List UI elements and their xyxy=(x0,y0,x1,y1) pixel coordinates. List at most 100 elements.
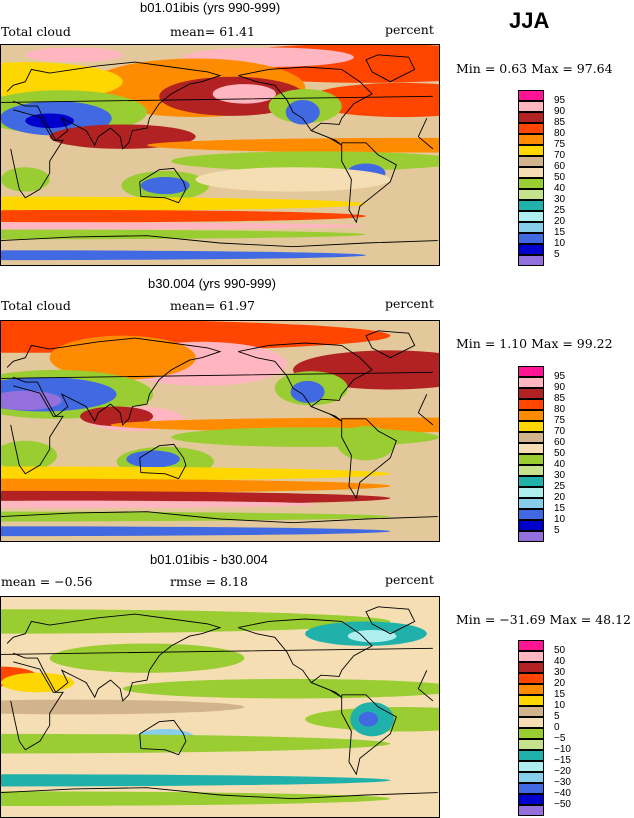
legend-label: 70 xyxy=(554,426,566,437)
panel2-title: b30.004 (yrs 990-999) xyxy=(148,276,276,291)
legend-label: 5 xyxy=(554,711,560,722)
legend-swatch xyxy=(518,728,544,739)
legend-swatch xyxy=(518,662,544,673)
panel2-minmax: Min = 1.10 Max = 99.22 xyxy=(456,336,613,351)
legend-label: 40 xyxy=(554,656,566,667)
legend-label: 20 xyxy=(554,216,566,227)
legend-swatch xyxy=(518,465,544,476)
contour-region xyxy=(147,137,439,153)
legend-label: 20 xyxy=(554,492,566,503)
panel2-legend: 95 90 85 80 75 70 60 50 40 30 25 20 15 10 5 xyxy=(518,366,565,542)
legend-swatch xyxy=(518,112,544,123)
contour-region xyxy=(290,380,325,403)
legend-label: 75 xyxy=(554,415,566,426)
legend-label: 10 xyxy=(554,514,566,525)
legend-swatch xyxy=(518,233,544,244)
coastline xyxy=(1,511,438,524)
legend-swatch xyxy=(518,487,544,498)
legend-swatch xyxy=(518,123,544,134)
legend-swatch xyxy=(518,783,544,794)
legend-label: 5 xyxy=(554,525,560,536)
legend-label: −15 xyxy=(554,755,571,766)
coastline xyxy=(10,385,434,475)
legend-label: 95 xyxy=(554,95,566,106)
legend-swatch xyxy=(518,651,544,662)
legend-swatch xyxy=(518,421,544,432)
legend-swatch xyxy=(518,476,544,487)
legend-label: 85 xyxy=(554,117,566,128)
legend-label: 25 xyxy=(554,481,566,492)
coastline xyxy=(1,787,438,800)
contour-region xyxy=(1,210,366,223)
coastline xyxy=(10,109,434,199)
legend-label: 60 xyxy=(554,437,566,448)
contour-region xyxy=(285,100,320,125)
legend-swatch xyxy=(518,145,544,156)
contour-region xyxy=(1,466,391,482)
contour-region xyxy=(1,774,391,787)
contour-region xyxy=(49,335,196,380)
coastline xyxy=(1,61,433,150)
legend-label: 15 xyxy=(554,227,566,238)
contour-region xyxy=(1,699,245,715)
contour-region xyxy=(1,196,366,212)
legend-label: 50 xyxy=(554,448,566,459)
contour-region xyxy=(80,406,154,427)
panel2-variable: Total cloud xyxy=(1,298,71,313)
legend-label: 85 xyxy=(554,393,566,404)
contour-region xyxy=(1,733,391,754)
coastline xyxy=(341,142,397,224)
coastline xyxy=(139,167,187,204)
legend-label: 80 xyxy=(554,404,566,415)
legend-swatch xyxy=(518,178,544,189)
legend-label: 15 xyxy=(554,689,566,700)
legend-swatch xyxy=(518,399,544,410)
contour-region xyxy=(195,167,391,192)
panel1-units: percent xyxy=(385,22,434,37)
legend-label: 30 xyxy=(554,667,566,678)
legend-swatch xyxy=(518,101,544,112)
coastline xyxy=(238,66,373,146)
contour-region xyxy=(122,678,439,699)
legend-swatch xyxy=(518,454,544,465)
legend-label: 95 xyxy=(554,371,566,382)
legend-label: 15 xyxy=(554,503,566,514)
panel3-title: b01.01ibis - b30.004 xyxy=(150,552,268,567)
legend-swatch xyxy=(518,255,544,266)
coastline xyxy=(365,330,416,359)
contour-region xyxy=(1,250,366,261)
legend-swatch xyxy=(518,498,544,509)
contour-region xyxy=(1,222,366,230)
legend-label: 5 xyxy=(554,249,560,260)
contour-region xyxy=(25,113,74,129)
legend-label: 90 xyxy=(554,106,566,117)
panel3-mean: mean = −0.56 xyxy=(1,574,93,589)
legend-swatch xyxy=(518,134,544,145)
coastline xyxy=(1,613,433,702)
contour-region xyxy=(1,609,391,634)
panel1-map-svg xyxy=(1,45,439,265)
legend-label: 60 xyxy=(554,161,566,172)
legend-label: 80 xyxy=(554,128,566,139)
legend-swatch xyxy=(518,640,544,651)
contour-region xyxy=(1,500,318,508)
coastline xyxy=(139,443,187,480)
coastline xyxy=(238,618,373,698)
legend-label: 20 xyxy=(554,678,566,689)
legend-label: 10 xyxy=(554,238,566,249)
season-label: JJA xyxy=(509,8,550,33)
panel3-map-svg xyxy=(1,597,439,817)
contour-region xyxy=(358,711,379,727)
panel3-units: percent xyxy=(385,572,434,587)
legend-label: 0 xyxy=(554,722,560,733)
legend-swatch xyxy=(518,772,544,783)
coastline xyxy=(10,661,434,751)
legend-label: −5 xyxy=(554,733,566,744)
legend-swatch xyxy=(518,531,544,542)
panel3-legend: 50 40 30 20 15 10 5 0 −5 −10 −15 −20 −30 −40 −50 xyxy=(518,640,571,816)
legend-swatch xyxy=(518,200,544,211)
legend-label: 75 xyxy=(554,139,566,150)
legend-swatch xyxy=(518,750,544,761)
panel1-minmax: Min = 0.63 Max = 97.64 xyxy=(456,61,613,76)
coastline xyxy=(365,54,416,83)
